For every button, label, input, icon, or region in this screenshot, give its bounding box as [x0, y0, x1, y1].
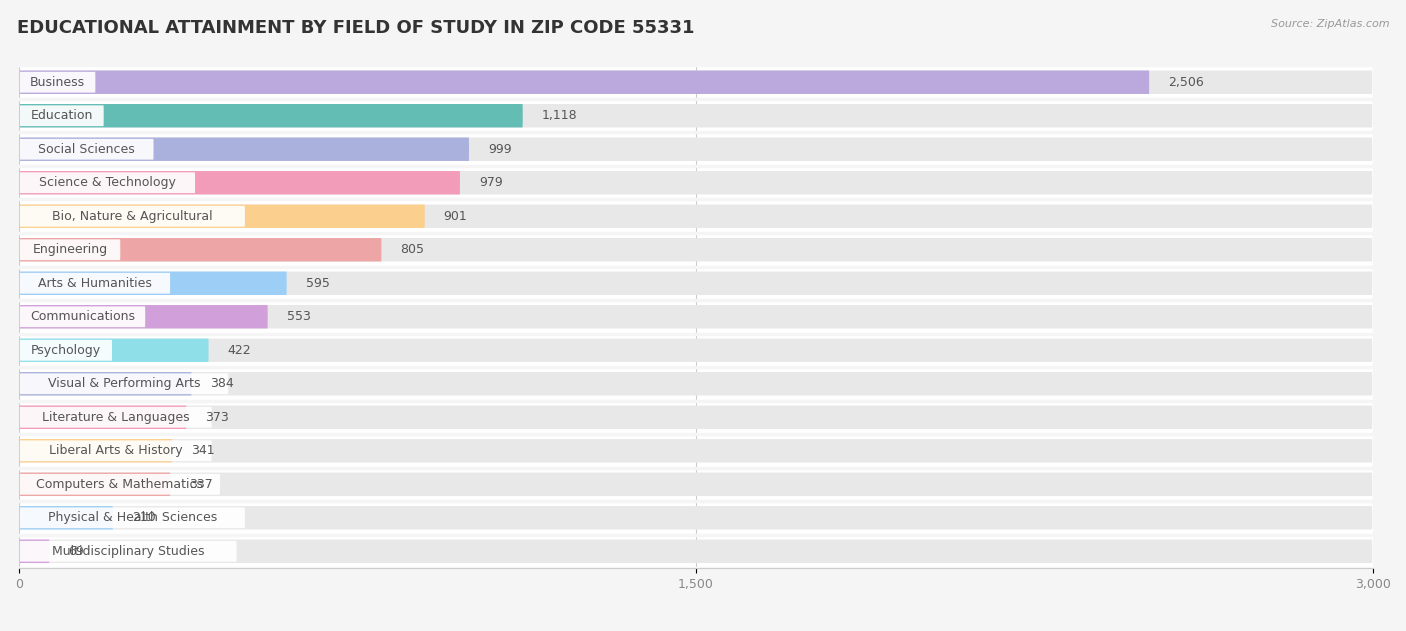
FancyBboxPatch shape: [20, 440, 212, 461]
FancyBboxPatch shape: [20, 372, 191, 396]
Text: Education: Education: [31, 109, 93, 122]
Text: Liberal Arts & History: Liberal Arts & History: [49, 444, 183, 457]
FancyBboxPatch shape: [20, 439, 172, 463]
FancyBboxPatch shape: [20, 307, 145, 327]
FancyBboxPatch shape: [20, 506, 112, 529]
FancyBboxPatch shape: [20, 72, 96, 93]
Text: Bio, Nature & Agricultural: Bio, Nature & Agricultural: [52, 209, 212, 223]
FancyBboxPatch shape: [20, 339, 208, 362]
FancyBboxPatch shape: [20, 305, 267, 329]
FancyBboxPatch shape: [20, 367, 1374, 401]
FancyBboxPatch shape: [20, 206, 245, 227]
FancyBboxPatch shape: [20, 171, 1372, 194]
FancyBboxPatch shape: [20, 300, 1374, 334]
Text: 805: 805: [401, 244, 425, 256]
FancyBboxPatch shape: [20, 273, 170, 293]
FancyBboxPatch shape: [20, 271, 1372, 295]
FancyBboxPatch shape: [20, 540, 1372, 563]
Text: Business: Business: [30, 76, 86, 89]
FancyBboxPatch shape: [20, 104, 1372, 127]
Text: Source: ZipAtlas.com: Source: ZipAtlas.com: [1271, 19, 1389, 29]
FancyBboxPatch shape: [20, 501, 1374, 534]
Text: 979: 979: [479, 176, 503, 189]
FancyBboxPatch shape: [20, 266, 1374, 300]
FancyBboxPatch shape: [20, 71, 1372, 94]
Text: Physical & Health Sciences: Physical & Health Sciences: [48, 511, 217, 524]
FancyBboxPatch shape: [20, 233, 1374, 266]
FancyBboxPatch shape: [20, 339, 1372, 362]
Text: 999: 999: [488, 143, 512, 156]
FancyBboxPatch shape: [20, 406, 1372, 429]
Text: 595: 595: [305, 277, 329, 290]
Text: 69: 69: [69, 545, 84, 558]
Text: Communications: Communications: [30, 310, 135, 323]
FancyBboxPatch shape: [20, 138, 470, 161]
Text: 373: 373: [205, 411, 229, 424]
FancyBboxPatch shape: [20, 473, 170, 496]
Text: 1,118: 1,118: [541, 109, 578, 122]
FancyBboxPatch shape: [20, 138, 1372, 161]
FancyBboxPatch shape: [20, 172, 195, 193]
FancyBboxPatch shape: [20, 104, 523, 127]
FancyBboxPatch shape: [20, 372, 1372, 396]
FancyBboxPatch shape: [20, 506, 1372, 529]
Text: Visual & Performing Arts: Visual & Performing Arts: [48, 377, 200, 390]
FancyBboxPatch shape: [20, 401, 1374, 434]
FancyBboxPatch shape: [20, 204, 1372, 228]
FancyBboxPatch shape: [20, 406, 187, 429]
FancyBboxPatch shape: [20, 171, 460, 194]
FancyBboxPatch shape: [20, 474, 219, 495]
Text: 553: 553: [287, 310, 311, 323]
FancyBboxPatch shape: [20, 271, 287, 295]
Text: Engineering: Engineering: [32, 244, 108, 256]
FancyBboxPatch shape: [20, 434, 1374, 468]
Text: 2,506: 2,506: [1168, 76, 1204, 89]
FancyBboxPatch shape: [20, 340, 112, 361]
Text: 384: 384: [211, 377, 235, 390]
FancyBboxPatch shape: [20, 66, 1374, 99]
FancyBboxPatch shape: [20, 204, 425, 228]
FancyBboxPatch shape: [20, 105, 104, 126]
Text: 422: 422: [228, 344, 252, 357]
FancyBboxPatch shape: [20, 507, 245, 528]
Text: 210: 210: [132, 511, 156, 524]
FancyBboxPatch shape: [20, 540, 49, 563]
FancyBboxPatch shape: [20, 305, 1372, 329]
FancyBboxPatch shape: [20, 473, 1372, 496]
Text: Computers & Mathematics: Computers & Mathematics: [37, 478, 204, 491]
FancyBboxPatch shape: [20, 238, 381, 261]
FancyBboxPatch shape: [20, 541, 236, 562]
FancyBboxPatch shape: [20, 199, 1374, 233]
Text: 901: 901: [444, 209, 467, 223]
Text: Social Sciences: Social Sciences: [38, 143, 135, 156]
Text: Science & Technology: Science & Technology: [39, 176, 176, 189]
FancyBboxPatch shape: [20, 534, 1374, 568]
Text: Multidisciplinary Studies: Multidisciplinary Studies: [52, 545, 204, 558]
FancyBboxPatch shape: [20, 133, 1374, 166]
FancyBboxPatch shape: [20, 166, 1374, 199]
Text: Arts & Humanities: Arts & Humanities: [38, 277, 152, 290]
Text: Literature & Languages: Literature & Languages: [42, 411, 190, 424]
Text: 341: 341: [191, 444, 215, 457]
FancyBboxPatch shape: [20, 139, 153, 160]
FancyBboxPatch shape: [20, 334, 1374, 367]
FancyBboxPatch shape: [20, 99, 1374, 133]
FancyBboxPatch shape: [20, 468, 1374, 501]
FancyBboxPatch shape: [20, 374, 228, 394]
Text: Psychology: Psychology: [31, 344, 101, 357]
FancyBboxPatch shape: [20, 407, 212, 428]
FancyBboxPatch shape: [20, 439, 1372, 463]
Text: EDUCATIONAL ATTAINMENT BY FIELD OF STUDY IN ZIP CODE 55331: EDUCATIONAL ATTAINMENT BY FIELD OF STUDY…: [17, 19, 695, 37]
FancyBboxPatch shape: [20, 239, 121, 260]
FancyBboxPatch shape: [20, 238, 1372, 261]
FancyBboxPatch shape: [20, 71, 1149, 94]
Text: 337: 337: [190, 478, 212, 491]
